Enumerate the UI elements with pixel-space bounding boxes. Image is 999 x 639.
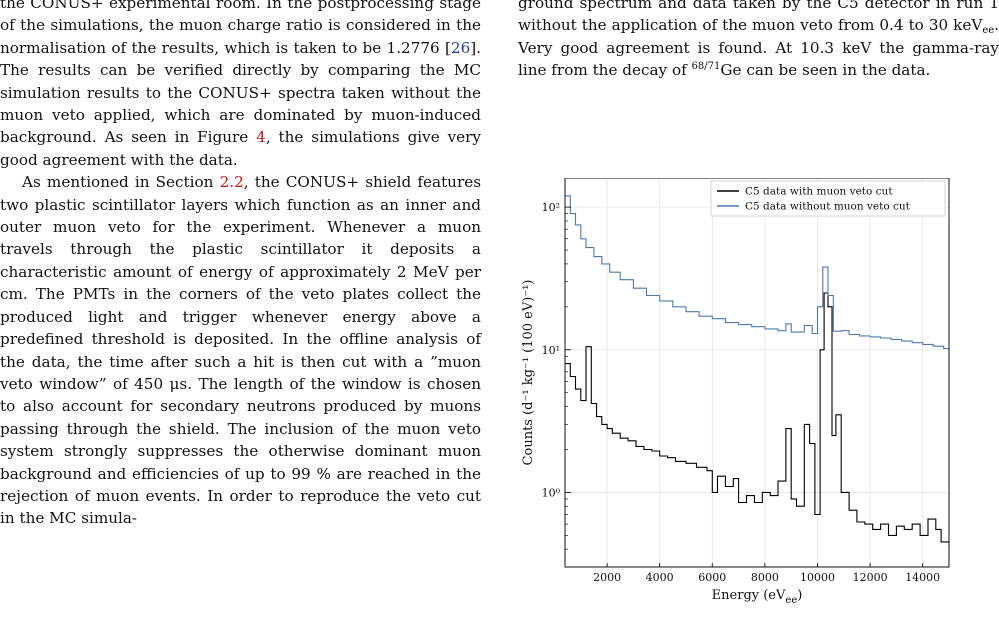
x-tick-label: 6000 bbox=[698, 571, 726, 584]
legend-label-2: C5 data without muon veto cut bbox=[745, 201, 911, 213]
series-line-2 bbox=[565, 195, 950, 351]
spectrum-figure: 2000 4000 6000 8000 10000 12000 14000 10⁰ 10¹ 10²… bbox=[518, 178, 958, 608]
y-tick-label: 10⁰ bbox=[542, 486, 561, 499]
series-line-1 bbox=[565, 292, 950, 547]
right-column: ground spectrum and data taken by the C5… bbox=[518, 0, 999, 82]
y-tick-label: 10² bbox=[542, 201, 560, 214]
x-tick-label: 8000 bbox=[751, 571, 779, 584]
citation-link[interactable]: 26 bbox=[450, 38, 471, 57]
x-axis-label: Energy (eVee) bbox=[712, 588, 803, 606]
paragraph-figure-description: ground spectrum and data taken by the C5… bbox=[518, 0, 999, 80]
plot-frame bbox=[564, 178, 950, 568]
x-tick-label: 4000 bbox=[646, 571, 674, 584]
x-tick-label: 14000 bbox=[905, 571, 940, 584]
paragraph-muon-simulation: the CONUS+ experimental room. In the pos… bbox=[0, 0, 481, 169]
legend: C5 data with muon veto cut C5 data withou… bbox=[710, 180, 946, 217]
legend-label-1: C5 data with muon veto cut bbox=[745, 186, 893, 198]
spectrum-chart: 2000 4000 6000 8000 10000 12000 14000 10⁰ 10¹ 10²… bbox=[521, 178, 950, 606]
x-tick-label: 12000 bbox=[853, 571, 888, 584]
legend-box bbox=[710, 180, 946, 217]
left-column: the CONUS+ experimental room. In the pos… bbox=[0, 0, 481, 530]
y-axis-label: Counts (d⁻¹ kg⁻¹ (100 eV)⁻¹) bbox=[521, 280, 536, 466]
paragraph-muon-veto: As mentioned in Section 2.2, the CONUS+ … bbox=[0, 173, 481, 528]
x-tick-label: 2000 bbox=[593, 571, 621, 584]
y-tick-label: 10¹ bbox=[542, 344, 560, 357]
x-tick-label: 10000 bbox=[800, 571, 835, 584]
figure-reference-link[interactable]: 4 bbox=[256, 128, 266, 147]
section-reference-link[interactable]: 2.2 bbox=[219, 173, 244, 192]
